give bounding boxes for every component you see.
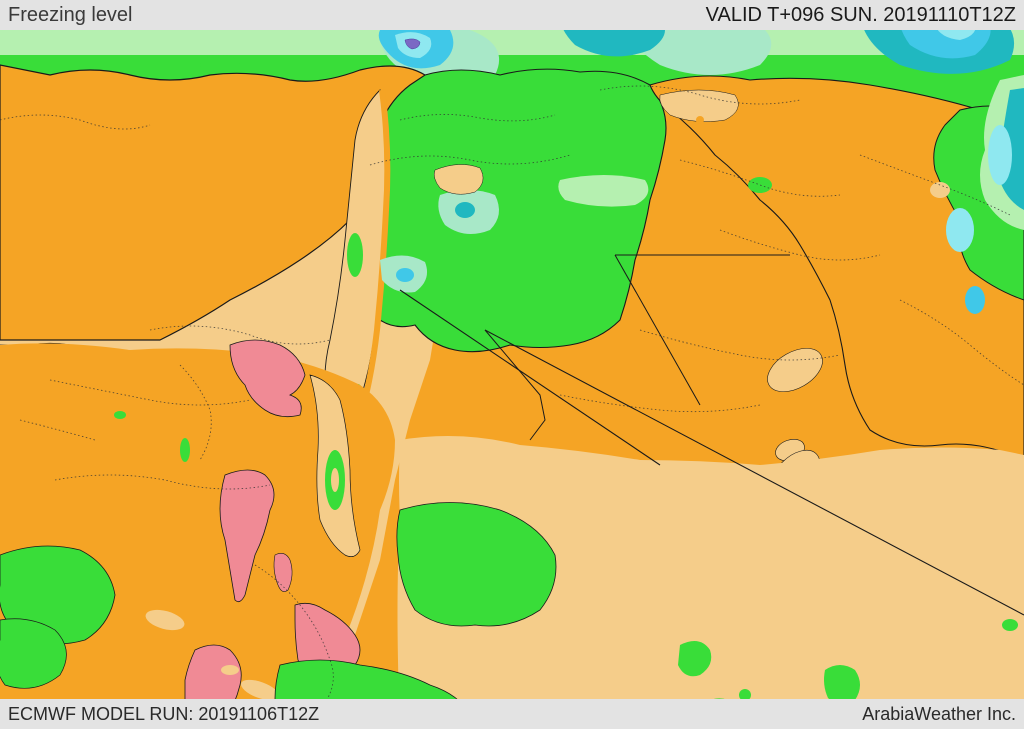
footer-bar: ECMWF MODEL RUN: 20191106T12Z ArabiaWeat… — [0, 699, 1024, 729]
credit-label: ArabiaWeather Inc. — [862, 704, 1016, 725]
header-bar: Freezing level VALID T+096 SUN. 20191110… — [0, 0, 1024, 30]
page-title: Freezing level — [8, 4, 133, 27]
weather-map-app: Freezing level VALID T+096 SUN. 20191110… — [0, 0, 1024, 729]
valid-time-label: VALID T+096 SUN. 20191110T12Z — [706, 4, 1016, 27]
model-run-label: ECMWF MODEL RUN: 20191106T12Z — [8, 704, 319, 725]
map-container — [0, 0, 1024, 729]
